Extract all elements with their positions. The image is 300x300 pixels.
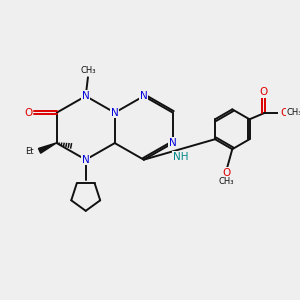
Text: Et: Et — [26, 147, 34, 156]
Text: O: O — [24, 108, 33, 118]
Polygon shape — [38, 143, 57, 153]
Text: CH₃: CH₃ — [81, 66, 96, 75]
Text: N: N — [140, 91, 148, 101]
Text: O: O — [280, 108, 289, 118]
Text: NH: NH — [173, 152, 188, 162]
Text: N: N — [82, 155, 90, 165]
Text: CH₃: CH₃ — [286, 108, 300, 117]
Text: CH₃: CH₃ — [219, 177, 235, 186]
Text: O: O — [260, 88, 268, 98]
Text: O: O — [223, 168, 231, 178]
Text: N: N — [169, 138, 177, 148]
Text: N: N — [111, 108, 118, 118]
Text: N: N — [82, 91, 90, 101]
